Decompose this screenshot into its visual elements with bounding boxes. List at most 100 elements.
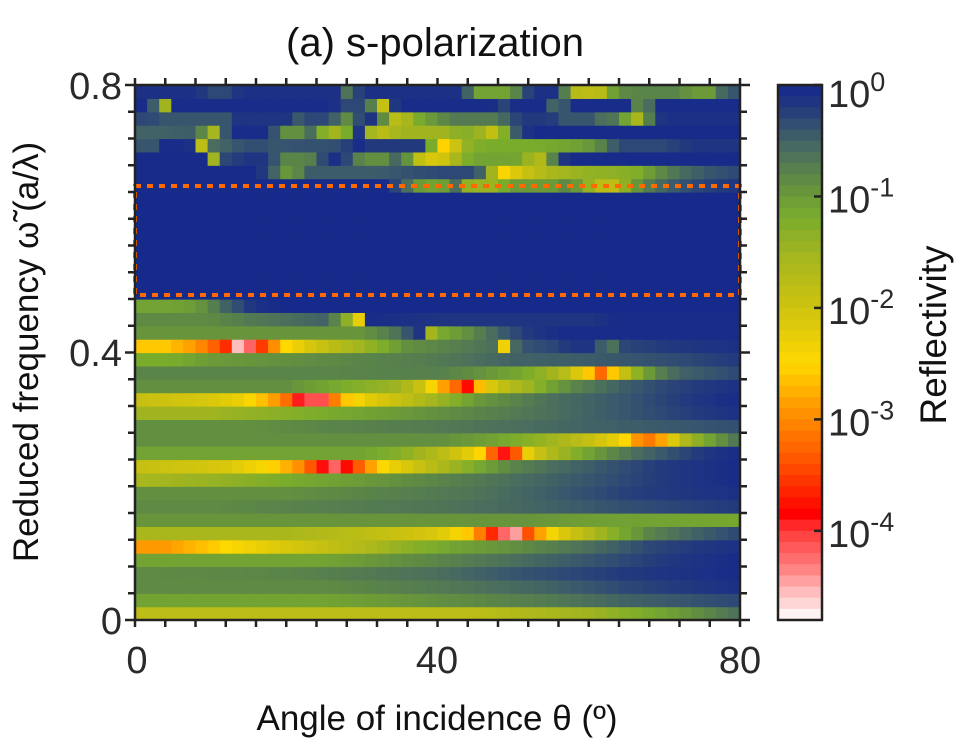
- heatmap-cell: [473, 379, 487, 394]
- heatmap-cell: [631, 312, 644, 327]
- heatmap-cell: [461, 379, 475, 394]
- heatmap-cell: [715, 125, 729, 140]
- heatmap-cell: [594, 192, 608, 206]
- heatmap-cell: [558, 526, 572, 541]
- heatmap-cell: [510, 499, 523, 514]
- heatmap-cell: [655, 85, 668, 99]
- heatmap-cell: [437, 205, 451, 220]
- heatmap-cell: [159, 111, 172, 126]
- heatmap-cell: [606, 85, 620, 99]
- heatmap-cell: [316, 85, 330, 99]
- heatmap-cell: [679, 339, 693, 354]
- heatmap-cell: [631, 218, 644, 233]
- heatmap-cell: [304, 218, 318, 233]
- heatmap-cell: [292, 258, 305, 273]
- heatmap-cell: [352, 138, 366, 153]
- heatmap-cell: [679, 245, 693, 260]
- heatmap-cell: [147, 205, 160, 220]
- heatmap-cell: [377, 406, 390, 420]
- heatmap-cell: [377, 111, 390, 126]
- heatmap-cell: [606, 499, 620, 514]
- heatmap-cell: [268, 606, 281, 621]
- heatmap-cell: [691, 352, 705, 367]
- heatmap-cell: [643, 432, 656, 447]
- heatmap-cell: [546, 365, 560, 380]
- heatmap-cell: [413, 85, 426, 99]
- heatmap-cell: [631, 365, 644, 380]
- heatmap-cell: [219, 125, 233, 140]
- heatmap-cell: [243, 339, 257, 354]
- heatmap-cell: [679, 579, 693, 594]
- heatmap-cell: [582, 526, 596, 541]
- heatmap-cell: [292, 459, 305, 474]
- heatmap-cell: [183, 593, 197, 608]
- heatmap-cell: [377, 125, 390, 140]
- heatmap-cell: [280, 406, 293, 420]
- heatmap-cell: [316, 446, 330, 461]
- heatmap-cell: [413, 553, 426, 568]
- heatmap-cell: [655, 579, 668, 594]
- heatmap-cell: [534, 486, 547, 501]
- colorbar-segment: [778, 363, 822, 376]
- heatmap-cell: [340, 526, 354, 541]
- heatmap-cell: [292, 299, 305, 313]
- heatmap-cell: [679, 352, 693, 367]
- heatmap-cell: [219, 419, 233, 434]
- heatmap-cell: [268, 499, 281, 514]
- heatmap-cell: [401, 566, 414, 581]
- heatmap-cell: [727, 138, 741, 153]
- heatmap-cell: [473, 98, 487, 113]
- heatmap-cell: [340, 339, 354, 354]
- heatmap-cell: [413, 566, 426, 581]
- heatmap-cell: [606, 553, 620, 568]
- heatmap-cell: [243, 499, 257, 514]
- heatmap-cell: [485, 352, 499, 367]
- heatmap-cell: [280, 178, 293, 193]
- heatmap-cell: [147, 392, 160, 407]
- heatmap-cell: [352, 593, 366, 608]
- heatmap-cell: [135, 365, 148, 380]
- heatmap-cell: [437, 486, 451, 501]
- heatmap-cell: [183, 352, 197, 367]
- heatmap-cell: [401, 285, 414, 300]
- heatmap-cell: [485, 192, 499, 206]
- heatmap-cell: [147, 111, 160, 126]
- heatmap-cell: [461, 258, 475, 273]
- heatmap-cell: [631, 325, 644, 340]
- heatmap-cell: [558, 232, 572, 247]
- heatmap-cell: [570, 446, 584, 461]
- heatmap-cell: [364, 499, 378, 514]
- heatmap-cell: [268, 553, 281, 568]
- heatmap-cell: [328, 165, 342, 180]
- heatmap-cell: [715, 593, 729, 608]
- heatmap-cell: [147, 312, 160, 327]
- heatmap-cell: [570, 579, 584, 594]
- heatmap-cell: [473, 138, 487, 153]
- heatmap-cell: [304, 285, 318, 300]
- heatmap-cell: [304, 299, 318, 313]
- heatmap-cell: [340, 499, 354, 514]
- heatmap-cell: [498, 98, 511, 113]
- heatmap-cell: [425, 258, 439, 273]
- heatmap-cell: [280, 352, 293, 367]
- heatmap-cell: [135, 192, 148, 206]
- colorbar-segment: [778, 408, 822, 420]
- heatmap-cell: [570, 299, 584, 313]
- heatmap-cell: [703, 165, 717, 180]
- heatmap-cell: [268, 392, 281, 407]
- heatmap-cell: [364, 379, 378, 394]
- heatmap-cell: [703, 192, 717, 206]
- heatmap-cell: [425, 459, 439, 474]
- heatmap-cell: [606, 406, 620, 420]
- heatmap-cell: [631, 526, 644, 541]
- heatmap-cell: [461, 299, 475, 313]
- heatmap-cell: [425, 486, 439, 501]
- heatmap-cell: [558, 392, 572, 407]
- heatmap-cell: [413, 205, 426, 220]
- heatmap-cell: [231, 593, 245, 608]
- heatmap-cell: [159, 513, 172, 527]
- heatmap-cell: [631, 539, 644, 554]
- heatmap-cell: [304, 365, 318, 380]
- heatmap-cell: [437, 446, 451, 461]
- heatmap-cell: [207, 446, 221, 461]
